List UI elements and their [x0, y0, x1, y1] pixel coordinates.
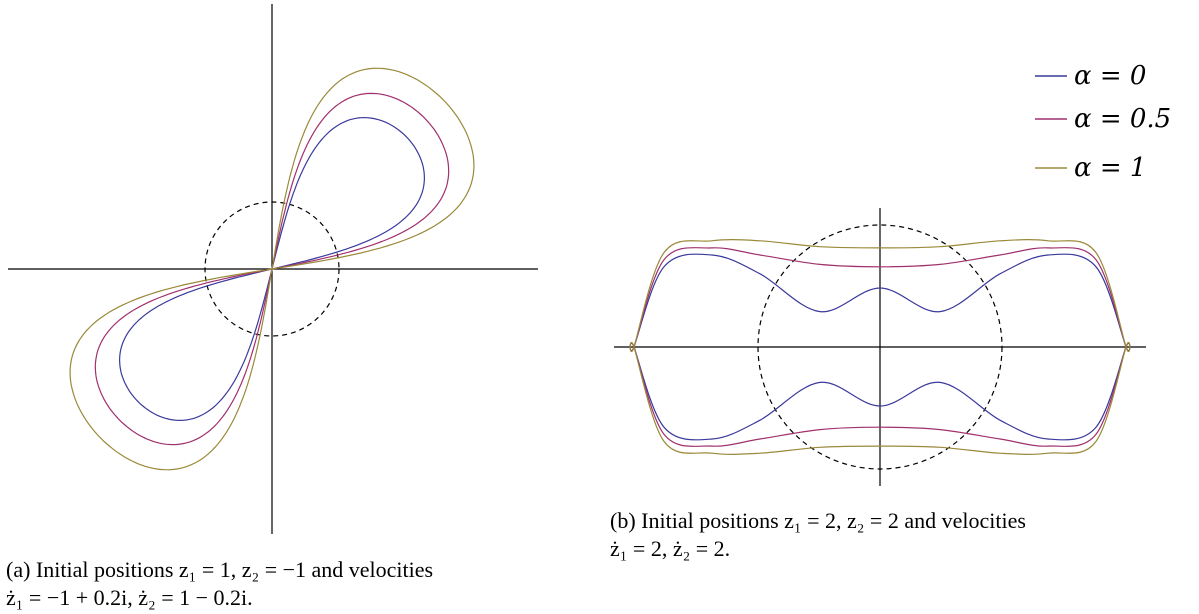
legend-label: α = 1	[1074, 153, 1146, 183]
legend: α = 0 α = 0.5 α = 1	[1035, 61, 1171, 183]
figure: α = 0 α = 0.5 α = 1	[8, 4, 1171, 534]
panel-b-series-alpha-1	[629, 239, 1131, 455]
panel-a-plot	[8, 4, 538, 534]
panel-a-dashed-circle	[204, 201, 340, 337]
caption-a-line-2: ż₁ = −1 + 0.2i, ż₂ = 1 − 0.2i.	[6, 585, 253, 610]
caption-a-line-1: (a) Initial positions z₁ = 1, z₂ = −1 an…	[6, 557, 434, 582]
legend-item: α = 0	[1035, 61, 1146, 91]
caption-b-line-1: (b) Initial positions z₁ = 2, z₂ = 2 and…	[610, 508, 1026, 533]
panel-b-plot	[614, 208, 1146, 486]
legend-label: α = 0.5	[1074, 104, 1171, 134]
legend-label: α = 0	[1074, 61, 1146, 91]
legend-item: α = 0.5	[1035, 104, 1171, 134]
caption-panel-b: (b) Initial positions z₁ = 2, z₂ = 2 and…	[610, 507, 1195, 563]
legend-item: α = 1	[1035, 153, 1146, 183]
panel-b-dashed-circle	[757, 224, 1003, 470]
caption-b-line-2: ż₁ = 2, ż₂ = 2.	[610, 536, 731, 561]
caption-panel-a: (a) Initial positions z₁ = 1, z₂ = −1 an…	[6, 556, 596, 612]
panel-a-series-alpha-1	[69, 67, 475, 471]
